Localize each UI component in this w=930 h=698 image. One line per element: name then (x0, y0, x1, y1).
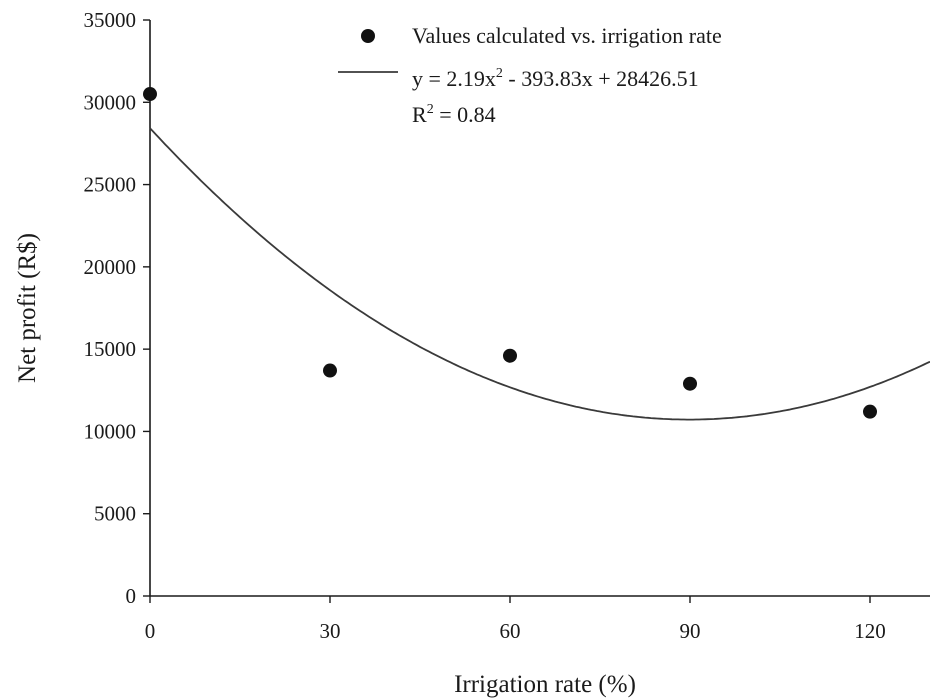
y-tick-label: 35000 (84, 8, 137, 32)
x-tick-label: 90 (680, 619, 701, 643)
plot-area (143, 87, 930, 421)
axes (149, 20, 930, 597)
legend: Values calculated vs. irrigation rate y … (338, 23, 722, 127)
fit-equation-suffix: - 393.83x + 28426.51 (503, 66, 699, 91)
fit-equation-exponent: 2 (496, 66, 503, 81)
y-tick-label: 30000 (84, 90, 137, 114)
quadratic-fit-line (149, 127, 930, 421)
data-point (683, 376, 697, 391)
r-squared-suffix: = 0.84 (434, 102, 496, 127)
y-axis-title: Net profit (R$) (14, 233, 41, 383)
r-squared-label: R2 = 0.84 (412, 102, 496, 127)
y-tick-label: 0 (126, 584, 137, 608)
x-tick-label: 60 (500, 619, 521, 643)
y-tick-label: 5000 (94, 502, 136, 526)
fit-equation-label: y = 2.19x2 - 393.83x + 28426.51 (412, 66, 699, 91)
data-point (503, 348, 517, 363)
ticks: 0 5000 10000 15000 20000 25000 30000 35000 0 30 60… (84, 8, 886, 643)
x-tick-label: 120 (854, 619, 886, 643)
y-tick-label: 20000 (84, 255, 137, 279)
data-point (323, 363, 337, 378)
x-axis-title: Irrigation rate (%) (454, 671, 636, 698)
y-tick-label: 10000 (84, 419, 137, 443)
r-squared-exponent: 2 (427, 102, 434, 117)
r-squared-prefix: R (412, 102, 427, 127)
legend-marker-scatter (361, 29, 375, 43)
x-tick-label: 30 (320, 619, 341, 643)
y-tick-label: 25000 (84, 173, 137, 197)
fit-equation-prefix: y = 2.19x (412, 66, 496, 91)
data-point (863, 404, 877, 419)
y-tick-label: 15000 (84, 337, 137, 361)
data-point (143, 87, 157, 102)
x-tick-label: 0 (145, 619, 156, 643)
legend-label-scatter: Values calculated vs. irrigation rate (412, 23, 722, 48)
